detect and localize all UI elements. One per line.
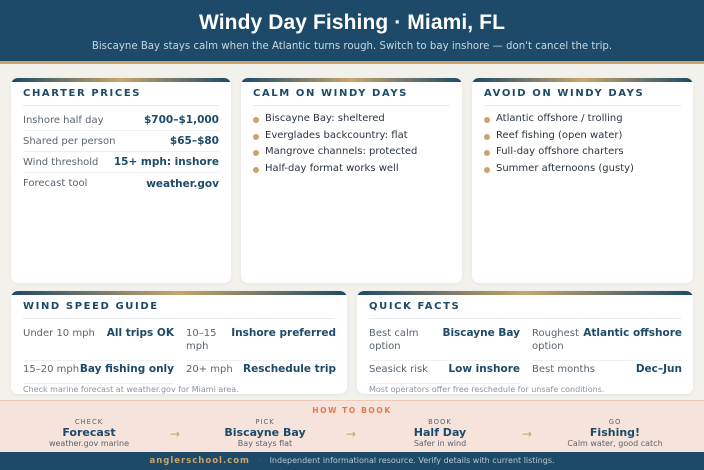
step-label: GO xyxy=(608,418,622,426)
step-go: GO Fishing! Calm water, good catch xyxy=(535,418,695,448)
price-value: $700–$1,000 xyxy=(144,114,219,126)
how-to-book-title: HOW TO BOOK xyxy=(312,406,392,415)
list-item: Mangrove channels: protected xyxy=(253,144,450,161)
calm-card: CALM ON WINDY DAYS Biscayne Bay: shelter… xyxy=(241,78,462,283)
price-row: Shared per person $65–$80 xyxy=(23,131,219,152)
footer-separator: · xyxy=(258,456,262,465)
wind-label: 15–20 mph xyxy=(23,364,80,375)
list-item: Biscayne Bay: sheltered xyxy=(253,111,450,128)
fact-value: Atlantic offshore xyxy=(583,327,682,339)
card-title: QUICK FACTS xyxy=(369,301,681,319)
price-row: Wind threshold 15+ mph: inshore xyxy=(23,152,219,173)
card-title: WIND SPEED GUIDE xyxy=(23,301,335,319)
arrow-right-icon: → xyxy=(170,427,181,441)
footer-brand-link[interactable]: anglerschool.com xyxy=(149,456,250,466)
step-desc: Safer in wind xyxy=(413,439,467,448)
list-item: Summer afternoons (gusty) xyxy=(484,161,681,178)
list-item: Everglades backcountry: flat xyxy=(253,128,450,145)
wind-cell: 10–15 mph Inshore preferred xyxy=(186,325,336,361)
charter-prices-card: CHARTER PRICES Inshore half day $700–$1,… xyxy=(11,78,231,283)
price-row: Inshore half day $700–$1,000 xyxy=(23,110,219,131)
step-pick: PICK Biscayne Bay Bay stays flat xyxy=(185,418,345,448)
step-label: PICK xyxy=(255,418,275,426)
price-row: Forecast tool weather.gov xyxy=(23,173,219,194)
price-value: weather.gov xyxy=(146,177,219,190)
fact-label: Seasick risk xyxy=(369,364,428,375)
price-label: Inshore half day xyxy=(23,114,104,126)
wind-value: Reschedule trip xyxy=(243,363,336,375)
wind-value: All trips OK xyxy=(106,327,174,339)
wind-value: Inshore preferred xyxy=(231,327,336,339)
price-label: Wind threshold xyxy=(23,156,99,168)
footer-disclaimer: Independent informational resource. Veri… xyxy=(269,456,555,465)
fact-cell: Best months Dec–Jun xyxy=(532,361,682,384)
list-item: Full-day offshore charters xyxy=(484,144,681,161)
fact-label: Roughest option xyxy=(532,328,579,352)
step-label: CHECK xyxy=(74,418,104,426)
step-book: BOOK Half Day Safer in wind xyxy=(360,418,520,448)
list-item: Half-day format works well xyxy=(253,161,450,178)
fact-cell: Roughest option Atlantic offshore xyxy=(532,325,682,361)
step-main: Fishing! xyxy=(589,426,641,439)
wind-guide-note: Check marine forecast at weather.gov for… xyxy=(23,385,239,394)
how-to-book-section: HOW TO BOOK CHECK Forecast weather.gov m… xyxy=(0,400,704,452)
step-desc: Calm water, good catch xyxy=(567,439,663,448)
wind-speed-guide-card: WIND SPEED GUIDE Under 10 mph All trips … xyxy=(11,291,347,394)
price-label: Forecast tool xyxy=(23,178,88,189)
page-subtitle: Biscayne Bay stays calm when the Atlanti… xyxy=(91,41,613,52)
step-main: Half Day xyxy=(413,426,467,439)
step-desc: Bay stays flat xyxy=(237,439,293,448)
price-value: 15+ mph: inshore xyxy=(113,156,219,168)
list-item: Reef fishing (open water) xyxy=(484,128,681,145)
wind-label: 10–15 mph xyxy=(186,328,217,352)
step-check: CHECK Forecast weather.gov marine xyxy=(9,418,169,448)
fact-cell: Seasick risk Low inshore xyxy=(369,361,520,384)
wind-label: Under 10 mph xyxy=(23,328,95,339)
arrow-right-icon: → xyxy=(346,427,357,441)
card-title: CHARTER PRICES xyxy=(23,88,219,106)
card-title: CALM ON WINDY DAYS xyxy=(253,88,450,106)
calm-list: Biscayne Bay: sheltered Everglades backc… xyxy=(253,111,450,177)
fact-label: Best calm option xyxy=(369,328,419,352)
quick-facts-card: QUICK FACTS Best calm option Biscayne Ba… xyxy=(357,291,693,394)
avoid-card: AVOID ON WINDY DAYS Atlantic offshore / … xyxy=(472,78,693,283)
page-footer: anglerschool.com · Independent informati… xyxy=(0,452,704,470)
page-title: Windy Day Fishing · Miami, FL xyxy=(198,11,506,34)
fact-value: Dec–Jun xyxy=(635,363,682,375)
wind-cell: 15–20 mph Bay fishing only xyxy=(23,361,174,384)
quick-facts-note: Most operators offer free reschedule for… xyxy=(369,385,605,394)
wind-label: 20+ mph xyxy=(186,364,233,375)
wind-value: Bay fishing only xyxy=(79,363,174,375)
fact-value: Low inshore xyxy=(448,363,520,375)
fact-label: Best months xyxy=(532,364,595,375)
price-value: $65–$80 xyxy=(169,135,219,147)
step-main: Forecast xyxy=(62,426,116,439)
avoid-list: Atlantic offshore / trolling Reef fishin… xyxy=(484,111,681,177)
price-label: Shared per person xyxy=(23,135,116,147)
card-title: AVOID ON WINDY DAYS xyxy=(484,88,681,106)
page-header: Windy Day Fishing · Miami, FL Biscayne B… xyxy=(0,0,704,64)
fact-cell: Best calm option Biscayne Bay xyxy=(369,325,520,361)
wind-cell: 20+ mph Reschedule trip xyxy=(186,361,336,384)
step-desc: weather.gov marine xyxy=(48,439,130,448)
step-label: BOOK xyxy=(428,418,452,426)
list-item: Atlantic offshore / trolling xyxy=(484,111,681,128)
arrow-right-icon: → xyxy=(522,427,533,441)
step-main: Biscayne Bay xyxy=(224,426,306,439)
fact-value: Biscayne Bay xyxy=(442,327,520,339)
wind-cell: Under 10 mph All trips OK xyxy=(23,325,174,361)
